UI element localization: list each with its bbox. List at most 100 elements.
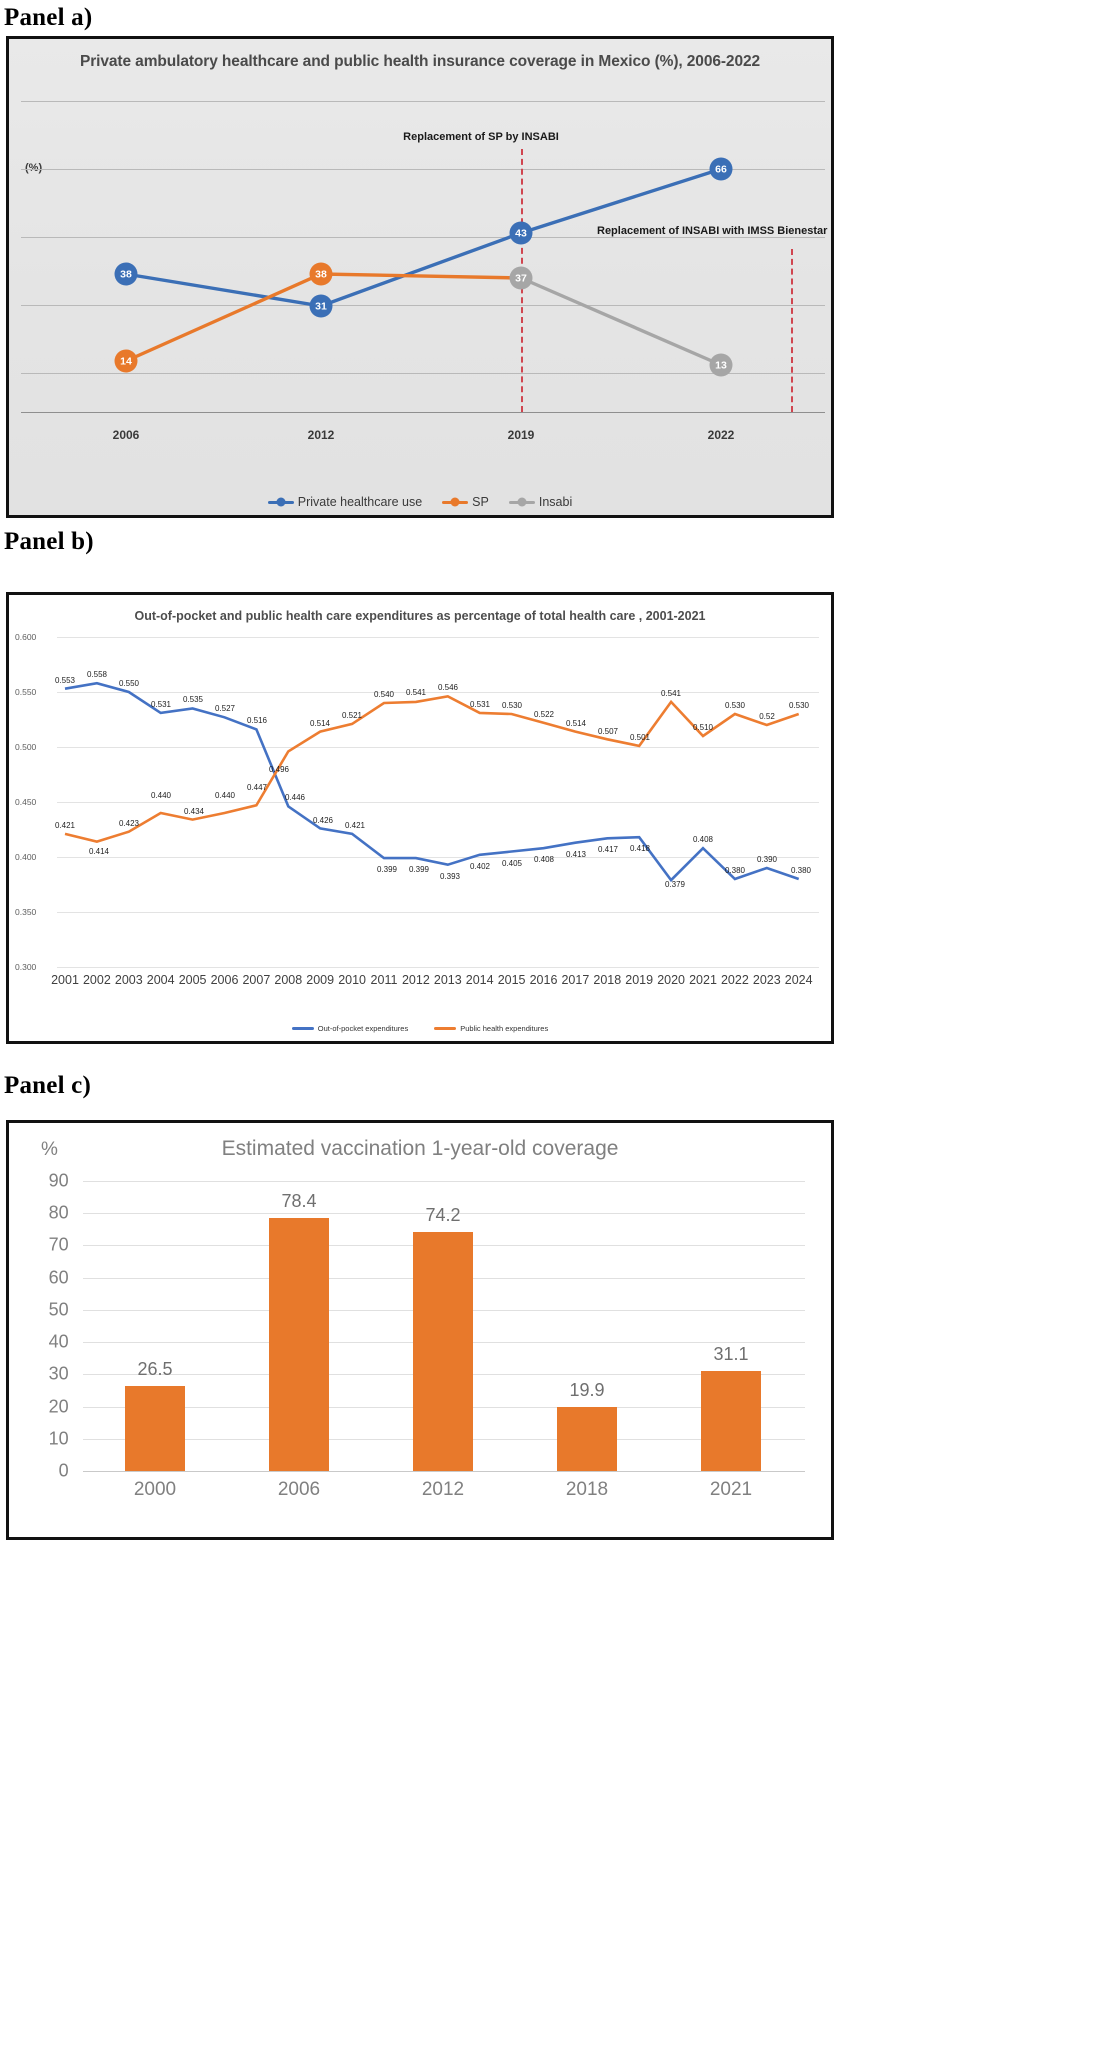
legend-label: SP: [472, 495, 489, 509]
data-label: 0.418: [629, 844, 651, 853]
gridline: [57, 912, 819, 913]
data-label: 0.546: [437, 683, 459, 692]
bar-value-label: 26.5: [137, 1358, 173, 1379]
panel-a-series-lines: [125, 167, 722, 367]
gridline: [57, 692, 819, 693]
panel-b-x-axis: 2001 2002 2003 2004 2005 2006 2007 2008 …: [51, 973, 819, 995]
data-label: 0.414: [88, 847, 110, 856]
data-point: 43: [509, 221, 533, 245]
bar: [413, 1231, 473, 1471]
data-label: 0.399: [408, 865, 430, 874]
x-tick: 2014: [465, 973, 494, 987]
data-label: 0.514: [565, 719, 587, 728]
x-tick: 2006: [277, 1479, 321, 1500]
y-tick: 90: [48, 1170, 69, 1191]
data-label: 0.541: [405, 688, 427, 697]
data-label: 0.390: [756, 855, 778, 864]
x-tick: 2010: [338, 973, 366, 987]
data-label: 0.516: [246, 716, 268, 725]
y-tick: 30: [48, 1363, 69, 1384]
y-tick: 0.350: [15, 907, 37, 917]
x-tick: 2017: [561, 973, 590, 987]
bar-value-label: 78.4: [281, 1191, 317, 1212]
gridline: [57, 637, 819, 638]
x-tick: 2015: [497, 973, 526, 987]
gridline: [21, 237, 825, 238]
legend-label: Insabi: [538, 495, 573, 509]
gridline: [57, 747, 819, 748]
x-tick: 2003: [114, 973, 143, 987]
data-point: 38: [309, 262, 333, 286]
legend-item-private-healthcare[interactable]: Private healthcare use: [267, 495, 422, 509]
x-tick: 2018: [565, 1479, 609, 1500]
data-label: 0.446: [284, 793, 306, 802]
y-tick: 0.450: [15, 797, 37, 807]
panel-a-chart: Private ambulatory healthcare and public…: [6, 36, 834, 518]
data-label: 0.507: [597, 727, 619, 736]
y-tick: 0.550: [15, 687, 37, 697]
data-label: 0.550: [118, 679, 140, 688]
y-tick: 10: [48, 1428, 69, 1449]
y-tick: 40: [48, 1331, 69, 1352]
bar-value-label: 74.2: [425, 1204, 461, 1225]
data-label: 0.426: [312, 816, 334, 825]
data-label: 0.530: [788, 701, 810, 710]
panel-a-label: Panel a): [4, 4, 93, 31]
data-label: 0.496: [268, 765, 290, 774]
panel-a-plot-area: 38 31 43 66 14 38 37 13 Replacement of S…: [21, 101, 831, 476]
gridline: [21, 101, 825, 102]
data-point: 14: [114, 349, 138, 373]
x-tick: 2012: [307, 428, 335, 442]
x-tick: 2008: [274, 973, 303, 987]
legend-label: Public health expenditures: [460, 1024, 549, 1033]
x-tick: 2019: [507, 428, 535, 442]
y-tick: 80: [48, 1202, 69, 1223]
gridline: [21, 305, 825, 306]
x-tick: 2013: [433, 973, 462, 987]
panel-a-y-axis-label: (%): [25, 162, 43, 174]
data-label: 0.413: [565, 850, 587, 859]
data-label: 0.440: [150, 791, 172, 800]
x-tick: 2018: [593, 973, 622, 987]
legend-item-insabi[interactable]: Insabi: [508, 495, 573, 509]
x-tick: 2016: [529, 973, 558, 987]
data-label: 0.399: [376, 865, 398, 874]
data-label: 0.558: [86, 670, 108, 679]
data-label: 0.514: [309, 719, 331, 728]
y-tick: 0.300: [15, 962, 37, 972]
data-label: 0.501: [629, 733, 651, 742]
legend-line-icon: [267, 500, 294, 504]
data-label: 0.421: [54, 821, 76, 830]
x-tick: 2002: [82, 973, 111, 987]
panel-b-plot-area: 0.553 0.558 0.550 0.531 0.535 0.527 0.51…: [54, 637, 819, 968]
x-tick: 2011: [370, 973, 398, 987]
legend-line-icon: [508, 500, 535, 504]
panel-c-label: Panel c): [4, 1072, 91, 1099]
data-label: 0.380: [790, 866, 812, 875]
data-label: 0.393: [439, 872, 461, 881]
x-tick: 2021: [709, 1479, 753, 1500]
data-label: 0.530: [501, 701, 523, 710]
y-tick: 0: [58, 1460, 69, 1481]
panel-c-x-axis: 2000 2006 2012 2018 2021: [83, 1479, 805, 1509]
data-label: 0.408: [692, 835, 714, 844]
data-label: 0.52: [759, 712, 775, 721]
panel-b-legend: Out-of-pocket expenditures Public health…: [9, 1024, 831, 1033]
data-label: 0.408: [533, 855, 555, 864]
legend-item-out-of-pocket[interactable]: Out-of-pocket expenditures: [291, 1024, 408, 1033]
panel-b-series-lines: [64, 681, 800, 883]
legend-line-icon: [434, 1027, 457, 1030]
panel-c-title: Estimated vaccination 1-year-old coverag…: [221, 1137, 619, 1160]
legend-item-sp[interactable]: SP: [442, 495, 489, 509]
data-label: 0.527: [214, 704, 236, 713]
x-tick: 2006: [112, 428, 140, 442]
data-label: 0.510: [692, 723, 714, 732]
legend-item-public-health[interactable]: Public health expenditures: [434, 1024, 548, 1033]
gridline: [57, 857, 819, 858]
x-tick: 2001: [51, 973, 79, 987]
data-label: 0.553: [54, 676, 76, 685]
y-tick: 20: [48, 1396, 69, 1417]
data-label: 0.440: [214, 791, 236, 800]
y-tick: 0.600: [15, 632, 37, 642]
